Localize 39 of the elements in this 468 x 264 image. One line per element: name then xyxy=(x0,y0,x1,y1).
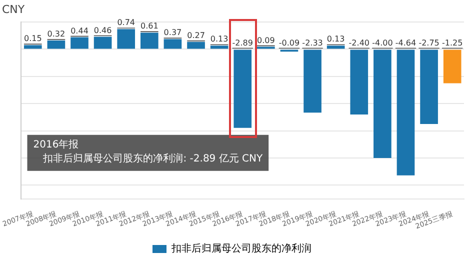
data-label: -2.33 xyxy=(302,38,323,48)
bar xyxy=(304,50,322,113)
bar xyxy=(234,50,252,128)
data-label: 0.13 xyxy=(326,34,345,44)
bar xyxy=(350,50,368,114)
bar xyxy=(70,37,88,49)
bar xyxy=(210,46,228,49)
data-label: 0.37 xyxy=(164,28,182,38)
data-label: -0.09 xyxy=(278,38,300,48)
bar xyxy=(24,45,42,49)
data-label: -2.40 xyxy=(348,38,370,48)
annotation: 2016年报 xyxy=(33,138,79,150)
bar xyxy=(187,42,205,49)
bar xyxy=(94,36,112,49)
data-label: 0.74 xyxy=(117,18,136,28)
bar xyxy=(326,46,345,49)
data-label: 0.15 xyxy=(24,34,42,44)
bar xyxy=(396,50,415,176)
data-label: 0.27 xyxy=(187,30,205,40)
data-label: 0.32 xyxy=(47,30,66,39)
data-label: -4.00 xyxy=(372,38,393,48)
data-label: -2.89 xyxy=(232,38,253,48)
bar xyxy=(164,39,182,49)
data-label: 0.44 xyxy=(70,26,88,36)
data-label: 0.09 xyxy=(257,36,275,45)
data-label: 0.46 xyxy=(94,26,112,35)
data-label: 0.61 xyxy=(140,22,158,31)
data-label: -1.25 xyxy=(442,38,463,48)
data-label: 0.13 xyxy=(210,34,228,44)
bar xyxy=(374,50,392,158)
annotation: 扣非后归属母公司股东的净利润: -2.89 亿元 CNY xyxy=(42,152,264,164)
bar xyxy=(47,40,66,49)
bar xyxy=(420,50,438,124)
chart-title: CNY xyxy=(2,3,25,16)
legend-label: 扣非后归属母公司股东的净利润 xyxy=(170,242,312,255)
bar xyxy=(140,32,158,49)
bar xyxy=(117,29,136,49)
data-label: -4.64 xyxy=(395,38,416,48)
data-label: -2.75 xyxy=(418,38,440,48)
